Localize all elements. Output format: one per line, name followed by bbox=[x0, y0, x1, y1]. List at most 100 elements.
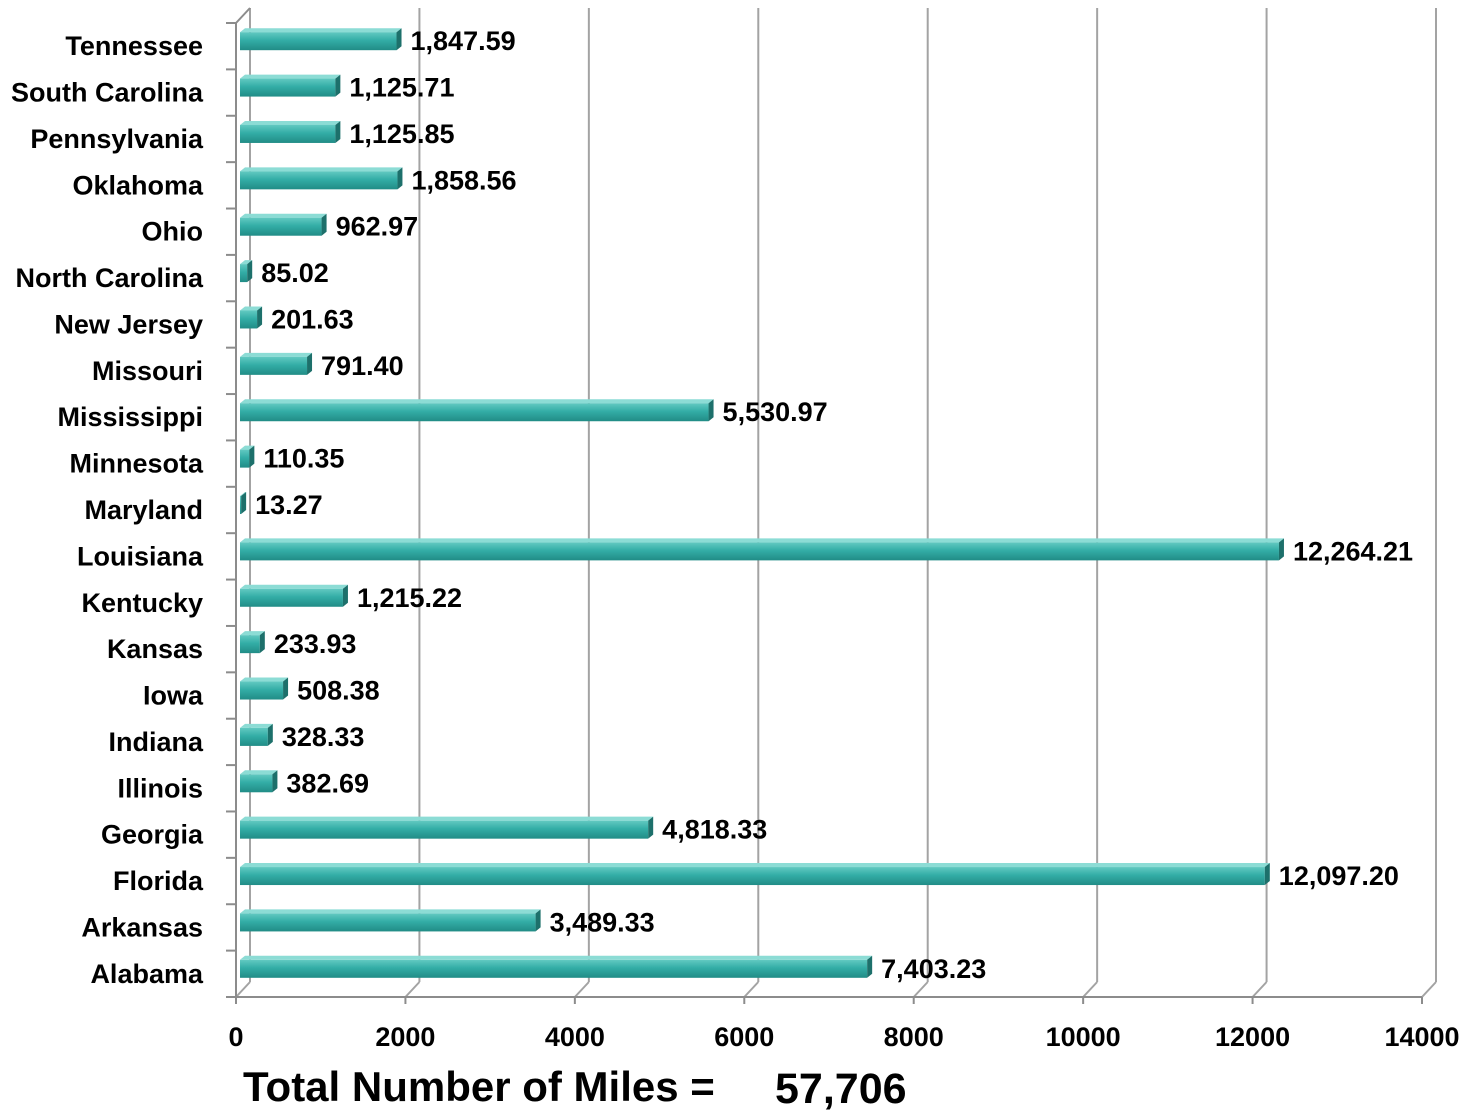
bar-oklahoma bbox=[240, 167, 403, 190]
bar-top-face bbox=[240, 306, 263, 311]
bar-end-face bbox=[648, 816, 654, 839]
bar-end-face bbox=[241, 492, 247, 514]
bar-minnesota bbox=[240, 445, 255, 468]
bar-top-face bbox=[240, 28, 402, 33]
bar-indiana bbox=[240, 723, 273, 746]
data-label: 1,847.59 bbox=[411, 26, 516, 56]
bar-top-face bbox=[240, 167, 403, 172]
bars bbox=[240, 28, 1284, 978]
data-label: 382.69 bbox=[286, 768, 369, 798]
data-label: 12,097.20 bbox=[1279, 861, 1399, 891]
gridlines bbox=[235, 8, 1437, 998]
category-label: Iowa bbox=[143, 681, 204, 711]
bar-tennessee bbox=[240, 28, 402, 51]
floor-gridline bbox=[235, 981, 251, 998]
bar-top-face bbox=[240, 352, 313, 357]
category-label: Minnesota bbox=[69, 449, 203, 479]
bar-end-face bbox=[1278, 538, 1284, 561]
bar-pennsylvania bbox=[240, 120, 341, 143]
data-label: 4,818.33 bbox=[662, 815, 767, 845]
bar-front-face bbox=[240, 217, 322, 236]
category-label: Georgia bbox=[101, 820, 204, 850]
data-label: 791.40 bbox=[321, 351, 404, 381]
bar-front-face bbox=[240, 171, 398, 190]
bar-front-face bbox=[240, 542, 1279, 561]
bar-top-face bbox=[240, 538, 1284, 543]
data-label: 328.33 bbox=[282, 722, 365, 752]
category-label: New Jersey bbox=[54, 309, 203, 339]
bar-top-face bbox=[240, 399, 714, 404]
category-labels: Tennessee South Carolina Pennsylvania Oklah… bbox=[11, 31, 204, 989]
bar-ohio bbox=[240, 213, 327, 236]
x-tick-label: 2000 bbox=[375, 1022, 435, 1052]
bar-top-face bbox=[240, 955, 873, 960]
bar-new-jersey bbox=[240, 306, 263, 329]
x-tick-label: 14000 bbox=[1384, 1022, 1459, 1052]
total-miles-label: Total Number of Miles = bbox=[243, 1063, 715, 1110]
bar-front-face bbox=[240, 449, 250, 468]
category-label: Pennsylvania bbox=[30, 124, 204, 154]
bar-front-face bbox=[240, 32, 397, 51]
data-label: 1,858.56 bbox=[411, 165, 516, 195]
bar-top-face bbox=[240, 584, 348, 589]
bar-front-face bbox=[240, 403, 709, 422]
x-tick-label: 8000 bbox=[884, 1022, 944, 1052]
bar-end-face bbox=[247, 260, 253, 283]
bar-top-face bbox=[240, 677, 289, 682]
category-label: Tennessee bbox=[65, 31, 203, 61]
bar-end-face bbox=[259, 631, 265, 654]
bar-top-face bbox=[240, 770, 278, 775]
bar-end-face bbox=[257, 306, 263, 329]
bar-end-face bbox=[307, 352, 313, 375]
data-labels: 1,847.59 1,125.71 1,125.85 1,858.56 962.9785… bbox=[255, 26, 1413, 984]
data-label: 5,530.97 bbox=[723, 397, 828, 427]
data-label: 233.93 bbox=[274, 629, 357, 659]
category-label: Alabama bbox=[90, 959, 204, 989]
bar-end-face bbox=[335, 74, 341, 97]
category-label: Illinois bbox=[117, 773, 203, 803]
category-label: Missouri bbox=[92, 356, 203, 386]
bar-front-face bbox=[240, 867, 1265, 886]
bar-top-face bbox=[240, 631, 265, 636]
floor-gridline bbox=[1421, 981, 1437, 998]
x-tick-label: 4000 bbox=[545, 1022, 605, 1052]
data-label: 962.97 bbox=[336, 212, 419, 242]
bar-end-face bbox=[397, 167, 403, 190]
data-label: 1,215.22 bbox=[357, 583, 462, 613]
bar-end-face bbox=[396, 28, 402, 51]
bar-front-face bbox=[240, 124, 336, 143]
bar-kansas bbox=[240, 631, 265, 654]
floor-gridline bbox=[912, 981, 929, 998]
bar-front-face bbox=[240, 774, 273, 793]
category-label: Indiana bbox=[108, 727, 203, 757]
bar-front-face bbox=[240, 356, 308, 375]
data-label: 12,264.21 bbox=[1293, 536, 1413, 566]
bar-front-face bbox=[240, 727, 268, 746]
x-tick-label: 10000 bbox=[1046, 1022, 1121, 1052]
bar-end-face bbox=[535, 909, 541, 932]
category-label: Oklahoma bbox=[72, 170, 204, 200]
bar-front-face bbox=[240, 635, 260, 654]
data-label: 508.38 bbox=[297, 676, 380, 706]
floor-gridline bbox=[743, 981, 760, 998]
bar-louisiana bbox=[240, 538, 1284, 561]
x-tick-label: 0 bbox=[228, 1022, 243, 1052]
floor-gridline bbox=[1251, 981, 1268, 998]
bar-alabama bbox=[240, 955, 873, 978]
category-label: Mississippi bbox=[57, 402, 203, 432]
category-label: Kansas bbox=[107, 634, 203, 664]
data-label: 13.27 bbox=[255, 490, 323, 520]
bar-front-face bbox=[240, 264, 248, 283]
category-label: Louisiana bbox=[77, 541, 204, 571]
data-label: 201.63 bbox=[271, 304, 354, 334]
bar-top-face bbox=[240, 120, 341, 125]
bar-front-face bbox=[240, 681, 284, 700]
floor-gridline bbox=[1082, 981, 1098, 998]
data-label: 3,489.33 bbox=[550, 907, 655, 937]
category-label: Florida bbox=[113, 866, 204, 896]
bar-front-face bbox=[240, 588, 343, 607]
bar-front-face bbox=[240, 820, 649, 839]
bar-iowa bbox=[240, 677, 289, 700]
bar-arkansas bbox=[240, 909, 541, 932]
bar-front-face bbox=[240, 959, 868, 978]
